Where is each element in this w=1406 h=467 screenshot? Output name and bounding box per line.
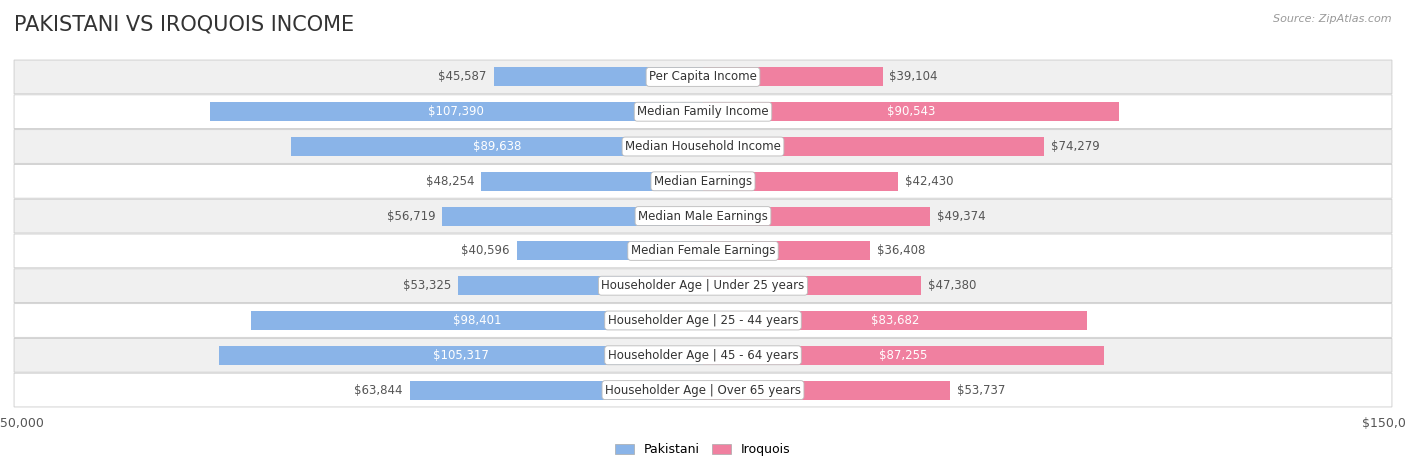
Bar bbox=[209, 102, 703, 121]
Text: Householder Age | 25 - 44 years: Householder Age | 25 - 44 years bbox=[607, 314, 799, 327]
Bar bbox=[703, 276, 921, 295]
FancyBboxPatch shape bbox=[14, 95, 1392, 128]
Text: Source: ZipAtlas.com: Source: ZipAtlas.com bbox=[1274, 14, 1392, 24]
FancyBboxPatch shape bbox=[14, 199, 1392, 233]
FancyBboxPatch shape bbox=[14, 130, 1392, 163]
FancyBboxPatch shape bbox=[14, 269, 1392, 303]
Bar bbox=[516, 241, 703, 261]
Text: $49,374: $49,374 bbox=[936, 210, 986, 223]
Text: $98,401: $98,401 bbox=[453, 314, 502, 327]
Bar bbox=[703, 381, 950, 400]
Text: $47,380: $47,380 bbox=[928, 279, 976, 292]
Text: $39,104: $39,104 bbox=[890, 71, 938, 84]
Text: $53,737: $53,737 bbox=[956, 383, 1005, 396]
Text: $83,682: $83,682 bbox=[870, 314, 920, 327]
Text: $105,317: $105,317 bbox=[433, 349, 489, 362]
Text: $87,255: $87,255 bbox=[879, 349, 928, 362]
Bar bbox=[409, 381, 703, 400]
FancyBboxPatch shape bbox=[14, 339, 1392, 372]
Bar bbox=[703, 67, 883, 86]
Bar bbox=[252, 311, 703, 330]
FancyBboxPatch shape bbox=[14, 234, 1392, 268]
Bar bbox=[494, 67, 703, 86]
Bar bbox=[703, 311, 1087, 330]
Text: Median Family Income: Median Family Income bbox=[637, 105, 769, 118]
Bar bbox=[703, 241, 870, 261]
Bar bbox=[443, 206, 703, 226]
Text: $107,390: $107,390 bbox=[429, 105, 484, 118]
FancyBboxPatch shape bbox=[14, 373, 1392, 407]
Text: Median Earnings: Median Earnings bbox=[654, 175, 752, 188]
Text: Median Household Income: Median Household Income bbox=[626, 140, 780, 153]
Text: Householder Age | 45 - 64 years: Householder Age | 45 - 64 years bbox=[607, 349, 799, 362]
Text: Householder Age | Under 25 years: Householder Age | Under 25 years bbox=[602, 279, 804, 292]
Text: $42,430: $42,430 bbox=[905, 175, 953, 188]
Text: Householder Age | Over 65 years: Householder Age | Over 65 years bbox=[605, 383, 801, 396]
Text: $90,543: $90,543 bbox=[887, 105, 935, 118]
Bar bbox=[219, 346, 703, 365]
Text: $74,279: $74,279 bbox=[1052, 140, 1099, 153]
Legend: Pakistani, Iroquois: Pakistani, Iroquois bbox=[610, 439, 796, 461]
Text: $56,719: $56,719 bbox=[387, 210, 436, 223]
Bar bbox=[458, 276, 703, 295]
Text: $40,596: $40,596 bbox=[461, 244, 509, 257]
Text: $45,587: $45,587 bbox=[439, 71, 486, 84]
FancyBboxPatch shape bbox=[14, 60, 1392, 94]
Text: PAKISTANI VS IROQUOIS INCOME: PAKISTANI VS IROQUOIS INCOME bbox=[14, 14, 354, 34]
Text: $48,254: $48,254 bbox=[426, 175, 474, 188]
Bar bbox=[703, 137, 1045, 156]
Bar bbox=[481, 172, 703, 191]
Bar bbox=[703, 102, 1119, 121]
Text: Per Capita Income: Per Capita Income bbox=[650, 71, 756, 84]
Bar bbox=[703, 206, 929, 226]
Text: Median Male Earnings: Median Male Earnings bbox=[638, 210, 768, 223]
Text: $63,844: $63,844 bbox=[354, 383, 404, 396]
FancyBboxPatch shape bbox=[14, 164, 1392, 198]
Bar bbox=[703, 346, 1104, 365]
Text: Median Female Earnings: Median Female Earnings bbox=[631, 244, 775, 257]
FancyBboxPatch shape bbox=[14, 304, 1392, 337]
Text: $53,325: $53,325 bbox=[404, 279, 451, 292]
Bar bbox=[291, 137, 703, 156]
Bar bbox=[703, 172, 898, 191]
Text: $89,638: $89,638 bbox=[472, 140, 522, 153]
Text: $36,408: $36,408 bbox=[877, 244, 925, 257]
